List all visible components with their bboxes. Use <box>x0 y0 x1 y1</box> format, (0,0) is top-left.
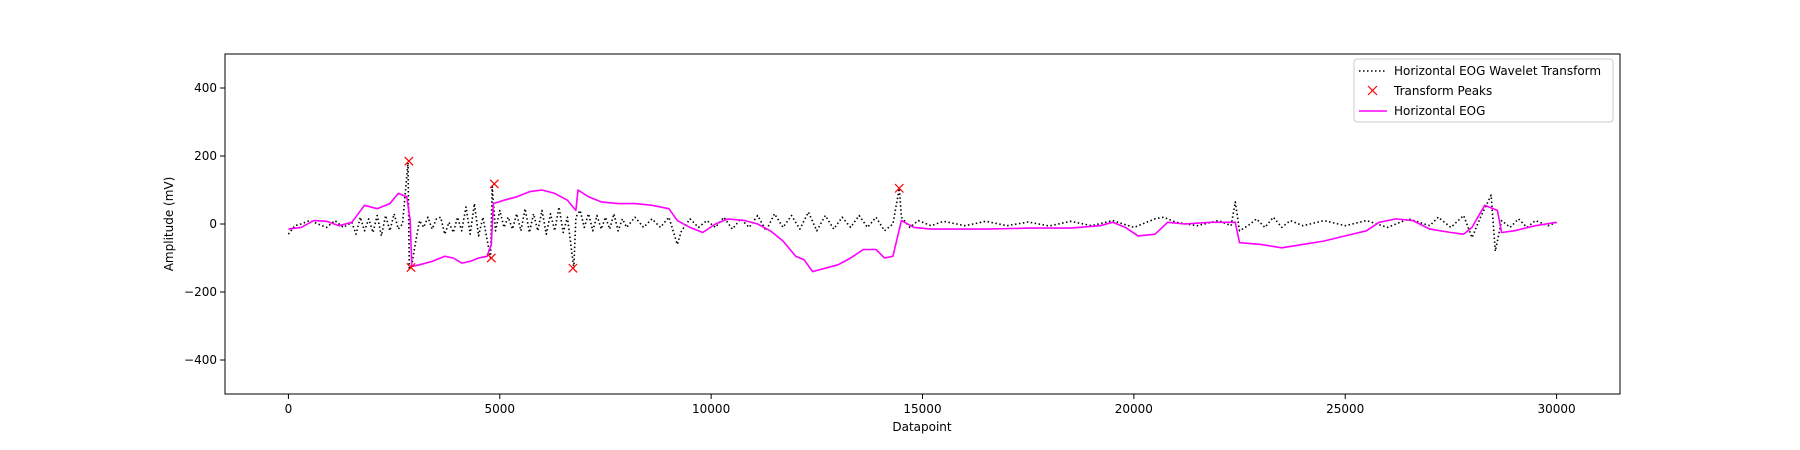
legend-peaks-swatch <box>1367 85 1378 96</box>
y-tick-label-0: −400 <box>184 353 217 367</box>
legend-frame <box>1353 58 1614 123</box>
series-layer <box>287 162 1557 273</box>
x-tick-label-6: 30000 <box>1537 402 1575 416</box>
y-tick-label-1: −200 <box>184 285 217 299</box>
x-axis: 0 5000 10000 15000 20000 25000 30000 <box>285 394 1576 416</box>
peak-marker-2 <box>486 253 496 263</box>
peak-marker-3 <box>489 179 499 189</box>
legend: Horizontal EOG Wavelet Transform Transfo… <box>1353 58 1614 123</box>
y-tick-label-4: 400 <box>194 81 217 95</box>
y-axis: −400 −200 0 200 400 <box>184 81 225 367</box>
x-tick-label-0: 0 <box>285 402 293 416</box>
legend-peaks-label: Transform Peaks <box>1393 84 1492 98</box>
series-line-0 <box>288 189 1557 273</box>
x-tick-label-2: 10000 <box>692 402 730 416</box>
y-tick-label-3: 200 <box>194 149 217 163</box>
y-axis-label: Amplitude (mV) <box>162 177 176 272</box>
peak-marker-5 <box>894 183 904 193</box>
x-tick-label-1: 5000 <box>484 402 515 416</box>
x-tick-label-3: 15000 <box>903 402 941 416</box>
peak-marker-0 <box>404 156 414 166</box>
x-tick-label-5: 25000 <box>1326 402 1364 416</box>
y-tick-label-2: 0 <box>209 217 217 231</box>
x-tick-label-4: 20000 <box>1115 402 1153 416</box>
peak-marker-4 <box>568 263 578 273</box>
peak-marker-1 <box>406 262 416 273</box>
peaks-layer <box>404 156 904 273</box>
legend-eog-label: Horizontal EOG <box>1394 104 1485 118</box>
x-axis-label: Datapoint <box>892 420 952 434</box>
legend-wavelet-label: Horizontal EOG Wavelet Transform <box>1394 64 1601 78</box>
